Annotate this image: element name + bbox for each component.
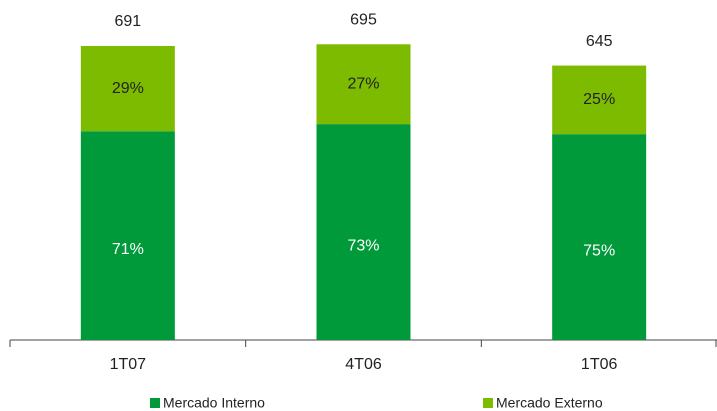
value-label: 29% <box>112 80 144 97</box>
bar-segment <box>552 134 647 340</box>
total-label: 695 <box>350 11 377 28</box>
legend-swatch <box>150 398 160 408</box>
bar-segment <box>316 44 411 125</box>
x-tick-label: 1T06 <box>581 356 618 373</box>
bar-segment <box>80 45 175 132</box>
value-label: 75% <box>583 242 615 259</box>
value-label: 25% <box>583 91 615 108</box>
x-tick-label: 4T06 <box>345 356 382 373</box>
total-label: 691 <box>114 13 141 30</box>
legend-text: Mercado Interno <box>163 395 265 411</box>
bar-segment <box>80 131 175 340</box>
legend-text: Mercado Externo <box>496 395 603 411</box>
bar-segment <box>552 65 647 135</box>
value-label: 71% <box>112 241 144 258</box>
bar-segment <box>316 124 411 340</box>
legend-swatch <box>483 398 493 408</box>
x-tick-label: 1T07 <box>110 356 147 373</box>
value-label: 27% <box>347 75 379 92</box>
value-label: 73% <box>347 237 379 254</box>
total-label: 645 <box>586 33 613 50</box>
